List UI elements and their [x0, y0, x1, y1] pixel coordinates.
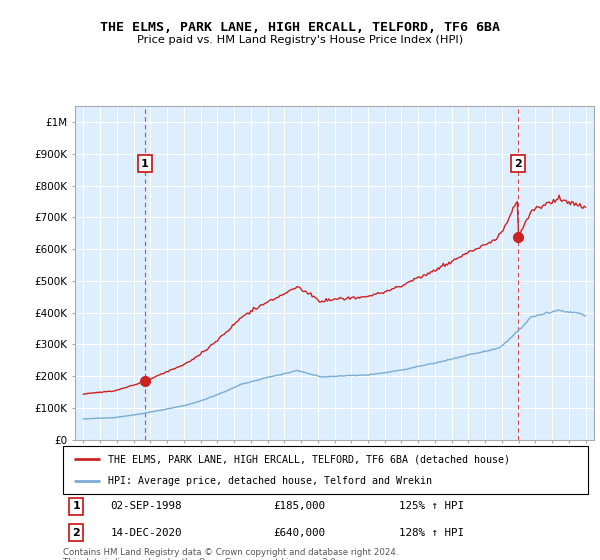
Text: Price paid vs. HM Land Registry's House Price Index (HPI): Price paid vs. HM Land Registry's House … [137, 35, 463, 45]
Text: HPI: Average price, detached house, Telford and Wrekin: HPI: Average price, detached house, Telf… [107, 476, 431, 486]
Text: £640,000: £640,000 [273, 528, 325, 538]
Text: 02-SEP-1998: 02-SEP-1998 [110, 501, 182, 511]
FancyBboxPatch shape [63, 446, 588, 494]
Text: 128% ↑ HPI: 128% ↑ HPI [399, 528, 464, 538]
Text: 2: 2 [514, 158, 522, 169]
Text: 1: 1 [141, 158, 149, 169]
Text: Contains HM Land Registry data © Crown copyright and database right 2024.
This d: Contains HM Land Registry data © Crown c… [63, 548, 398, 560]
Text: 125% ↑ HPI: 125% ↑ HPI [399, 501, 464, 511]
Text: THE ELMS, PARK LANE, HIGH ERCALL, TELFORD, TF6 6BA: THE ELMS, PARK LANE, HIGH ERCALL, TELFOR… [100, 21, 500, 34]
Text: 2: 2 [72, 528, 80, 538]
Text: £185,000: £185,000 [273, 501, 325, 511]
Text: 1: 1 [72, 501, 80, 511]
Text: THE ELMS, PARK LANE, HIGH ERCALL, TELFORD, TF6 6BA (detached house): THE ELMS, PARK LANE, HIGH ERCALL, TELFOR… [107, 454, 509, 464]
Text: 14-DEC-2020: 14-DEC-2020 [110, 528, 182, 538]
